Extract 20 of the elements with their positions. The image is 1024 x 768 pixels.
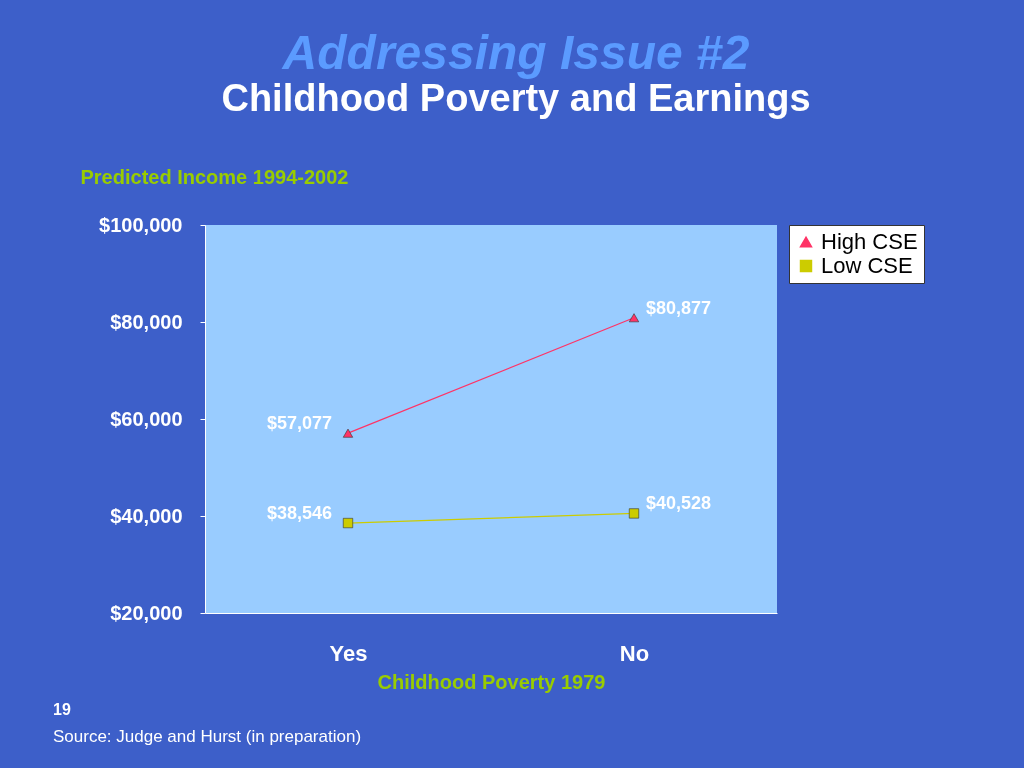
point [342,518,354,529]
legend-label: High CSE [821,229,918,254]
y-tick-label: $60,000 [110,407,183,430]
data-label: $38,546 [266,503,332,524]
y-tick-label: $40,000 [110,504,183,527]
y-axis-title: Predicted Income 1994-2002 [80,165,349,188]
y-tick-label: $80,000 [110,310,183,333]
x-tick-label: Yes [329,640,368,666]
text: 19 [53,701,71,718]
x-tick-label: No [619,640,650,666]
y-tick-label: $20,000 [110,601,183,624]
source-note: Source: Judge and Hurst (in preparation) [53,727,362,746]
point [628,508,640,519]
y-tick-label: $100,000 [99,213,183,236]
legend-label: Low CSE [821,253,913,278]
chart-title: Addressing Issue #2 [281,26,750,79]
x-axis-title: Childhood Poverty 1979 [377,670,606,693]
data-label: $80,877 [646,297,712,318]
data-label: $57,077 [266,413,332,434]
data-label: $40,528 [646,493,712,514]
